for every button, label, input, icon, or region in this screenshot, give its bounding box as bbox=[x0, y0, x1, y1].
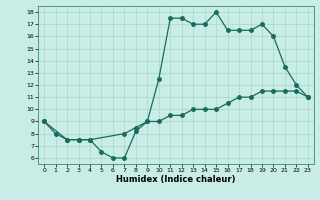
X-axis label: Humidex (Indice chaleur): Humidex (Indice chaleur) bbox=[116, 175, 236, 184]
